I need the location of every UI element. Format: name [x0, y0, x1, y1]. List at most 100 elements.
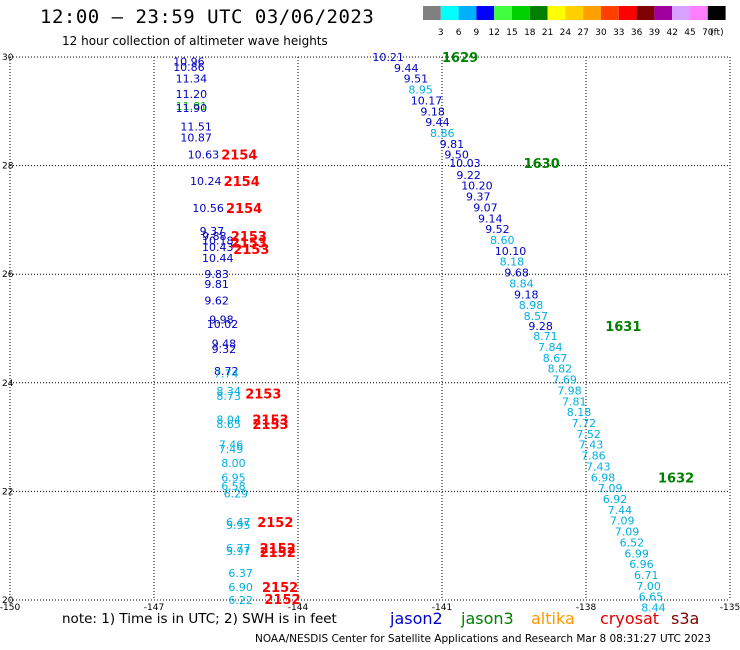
chart-title: 12:00 – 23:59 UTC 03/06/2023 [40, 6, 375, 28]
wave-height-value: 8.34 [216, 385, 241, 398]
wave-height-value: 5.95 [226, 519, 251, 532]
pass-time-label: 2154 [226, 202, 262, 217]
color-swatch [707, 6, 726, 20]
pass-time-label: 2152 [257, 516, 293, 531]
color-swatch [672, 6, 690, 20]
color-scale-bar: 3 6 9 12 15 18 21 24 27 30 33 36 39 42 45 70(ft) [423, 6, 726, 38]
color-scale-label: 45 [684, 28, 695, 38]
wave-height-value: 10.96 [173, 55, 205, 68]
wave-height-value: 6.98 [591, 471, 616, 484]
wave-height-value: 7.86 [581, 450, 606, 463]
wave-height-value: 9.07 [473, 201, 498, 214]
wave-height-value: 10.20 [461, 180, 493, 193]
wave-height-value: 9.18 [420, 105, 445, 118]
x-tick-label: -147 [144, 603, 164, 613]
wave-height-value: 9.44 [394, 62, 419, 75]
color-swatch [423, 6, 441, 20]
wave-height-value: 8.71 [533, 330, 558, 343]
color-scale-label: 36 [631, 28, 643, 38]
wave-height-value: 9.18 [514, 288, 539, 301]
wave-height-value: 8.73 [216, 390, 241, 403]
color-swatch [476, 6, 495, 20]
wave-height-value: 7.74 [214, 368, 239, 381]
wave-height-value: 8.72 [214, 365, 239, 378]
y-tick-label: 22 [2, 487, 13, 497]
x-tick-label: -144 [288, 603, 309, 613]
wave-height-value: 7.98 [557, 384, 582, 397]
wave-height-value: 9.51 [404, 73, 429, 86]
color-scale-label: 70 [702, 28, 714, 38]
wave-height-value: 9.44 [425, 116, 450, 129]
wave-height-value: 11.20 [176, 88, 208, 101]
wave-height-value: 10.43 [202, 241, 234, 254]
x-tick-label: -135 [720, 603, 740, 613]
wave-height-value: 11.51 [180, 121, 212, 134]
wave-height-value: 6.71 [634, 569, 659, 582]
wave-height-value: 6.95 [221, 471, 246, 484]
color-scale-label: 15 [506, 28, 517, 38]
color-swatch [601, 6, 619, 20]
wave-height-value: 8.00 [221, 457, 246, 470]
wave-height-value: 9.81 [204, 278, 229, 291]
wave-height-value: 7.09 [598, 482, 623, 495]
pass-time-label: 2152 [262, 581, 298, 596]
color-scale-label: 39 [649, 28, 661, 38]
color-scale-label: 6 [456, 28, 462, 38]
wave-height-value: 6.90 [228, 581, 253, 594]
wave-height-value: 9.52 [485, 223, 510, 236]
wave-height-value: 9.48 [212, 338, 237, 351]
chart-subtitle: 12 hour collection of altimeter wave hei… [62, 34, 328, 48]
wave-height-value: 9.62 [204, 294, 229, 307]
color-swatch [458, 6, 477, 20]
color-scale-label: 9 [474, 28, 480, 38]
color-swatch [494, 6, 512, 20]
color-swatch [654, 6, 673, 20]
color-scale-label: 33 [613, 28, 624, 38]
pass-time-label: 2153 [231, 230, 267, 245]
pass-time-label: 2153 [245, 388, 281, 403]
wave-height-value: 6.47 [226, 516, 251, 529]
wave-height-value: 8.65 [216, 418, 241, 431]
wave-height-value: 9.32 [212, 343, 237, 356]
wave-height-value: 7.84 [538, 341, 563, 354]
wave-height-value: 7.72 [572, 417, 597, 430]
x-tick-label: -150 [0, 603, 20, 613]
y-tick-label: 26 [2, 270, 14, 280]
pass-time-label: 2152 [260, 542, 296, 557]
wave-height-value: 9.28 [528, 320, 553, 333]
wave-height-value: 8.44 [641, 602, 666, 615]
color-swatch [547, 6, 566, 20]
legend-altika: altika [531, 609, 575, 628]
y-tick-label: 30 [2, 53, 14, 63]
wave-height-value: 8.84 [509, 277, 534, 290]
wave-height-value: 6.92 [603, 493, 628, 506]
wave-height-value: 9.83 [204, 268, 229, 281]
pass-time-label: 2154 [224, 175, 260, 190]
wave-height-value: 8.95 [408, 84, 433, 97]
color-swatch [512, 6, 530, 20]
wave-height-value: 9.37 [466, 191, 491, 204]
wave-height-value: 8.82 [548, 363, 573, 376]
wave-height-value: 10.56 [192, 202, 224, 215]
wave-height-value: 10.87 [180, 131, 212, 144]
wave-height-value: 7.43 [579, 439, 604, 452]
wave-height-value: 10.02 [207, 318, 239, 331]
color-swatch [565, 6, 584, 20]
wave-height-value: 7.52 [576, 428, 601, 441]
wave-height-value: 9.14 [478, 212, 503, 225]
credit-line: NOAA/NESDIS Center for Satellite Applica… [255, 633, 711, 645]
legend-jason2: jason2 [390, 609, 443, 628]
wave-height-value: 6.37 [228, 567, 253, 580]
wave-height-value: 7.44 [608, 504, 633, 517]
wave-height-value: 8.57 [524, 310, 549, 323]
color-scale-label: 27 [577, 28, 588, 38]
wave-height-value: 7.49 [219, 443, 244, 456]
wave-height-value: 6.99 [624, 547, 649, 560]
wave-height-value: 10.18 [202, 235, 234, 248]
footer-note: note: 1) Time is in UTC; 2) SWH is in fe… [62, 611, 337, 627]
wave-height-value: 10.21 [372, 51, 404, 64]
y-tick-label: 24 [2, 379, 14, 389]
color-swatch [583, 6, 601, 20]
legend-s3a: s3a [671, 609, 700, 628]
